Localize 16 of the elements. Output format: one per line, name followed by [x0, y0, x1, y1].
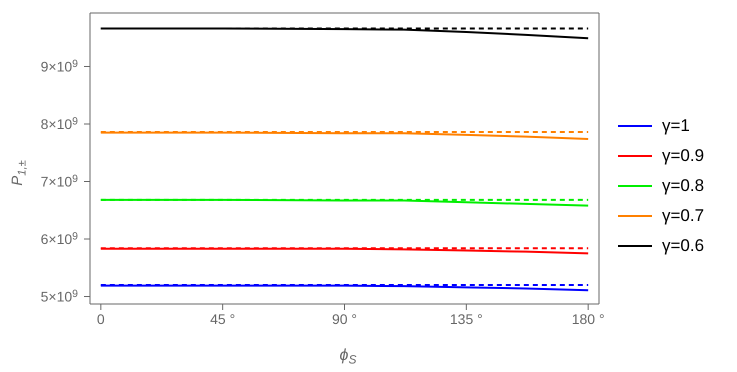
x-tick-label: 180 ° [572, 311, 605, 327]
x-tick-label: 45 ° [210, 311, 236, 327]
y-tick-label: 8×10$^{9}$ [40, 115, 78, 132]
y-tick-label: 6×10$^{9}$ [40, 230, 78, 248]
x-axis-title: ϕ$_{S}$ [340, 347, 356, 367]
y-tick-label: 7×10$^{9}$ [40, 172, 78, 190]
x-tick-label: 0 [96, 311, 105, 327]
y-tick-label: 9×10$^{9}$ [40, 58, 78, 74]
x-tick-label: 90 ° [332, 311, 358, 327]
legend-label: γ=0.9 [662, 146, 704, 166]
y-tick-label: 5×10$^{9}$ [40, 288, 78, 305]
legend-label: γ=1 [662, 116, 690, 136]
legend-label: γ=0.6 [662, 236, 704, 256]
x-tick-label: 135 ° [450, 311, 483, 327]
legend-label: γ=0.8 [662, 176, 704, 196]
legend-label: γ=0.7 [662, 206, 704, 226]
